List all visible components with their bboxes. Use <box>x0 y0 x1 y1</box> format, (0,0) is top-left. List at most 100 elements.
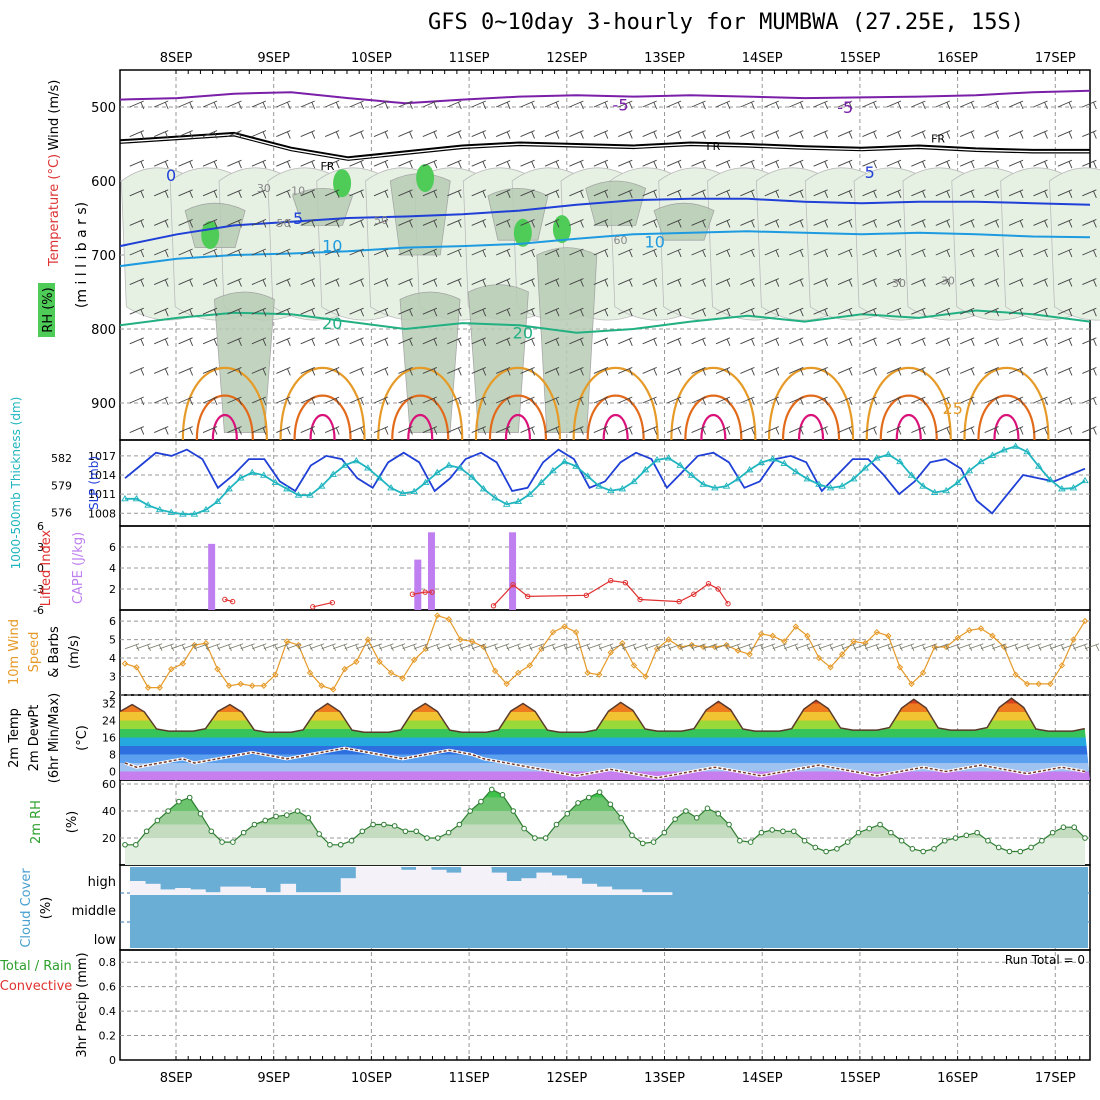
wind-barb <box>544 189 560 198</box>
rh-point <box>1060 824 1067 831</box>
wind-barb <box>837 189 853 198</box>
wind-speed-point <box>272 671 279 678</box>
thickness-point <box>745 465 754 473</box>
rh-point <box>888 829 894 836</box>
wind-barb <box>398 130 413 139</box>
date-tick-top: 10SEP <box>351 51 392 66</box>
surface-wind-barb <box>622 643 637 651</box>
rh-point <box>230 839 236 845</box>
wind-barb <box>837 396 853 406</box>
thickness-point <box>815 480 823 487</box>
temp-tick: 0 <box>109 766 116 779</box>
surface-wind-barb <box>633 643 649 651</box>
wind-barb <box>813 130 829 139</box>
rh-point <box>801 837 808 844</box>
surface-wind-barb <box>610 643 626 651</box>
wind-speed-point <box>572 628 580 636</box>
wind-speed-point <box>1047 680 1054 688</box>
surface-wind-barb <box>807 643 822 651</box>
wind-speed-point <box>815 654 823 662</box>
high-cloud-bar <box>310 892 327 895</box>
rh-point <box>737 837 743 844</box>
lifted-index-point <box>583 592 590 598</box>
li-tick: -3 <box>33 583 44 596</box>
rh-point <box>769 827 775 833</box>
wind-barb <box>471 100 487 110</box>
wind-speed-point <box>445 616 453 623</box>
thickness-point <box>988 451 997 458</box>
wind-barb <box>1033 159 1048 169</box>
wind-speed-point <box>260 682 268 689</box>
wind-barb <box>251 130 267 139</box>
wind-barb <box>618 100 633 110</box>
high-cloud-bar <box>461 867 477 895</box>
wind-barb <box>740 159 755 169</box>
wind-barb <box>202 366 218 376</box>
rh-region-mid <box>585 180 647 226</box>
precip-legend-total: Total / Rain <box>0 959 72 974</box>
wind-speed-point <box>642 673 649 680</box>
wind-barb <box>202 248 218 258</box>
cape-axis-label: CAPE (J/kg) <box>71 532 86 604</box>
thickness-tick: 582 <box>51 452 72 465</box>
cloud-bar <box>717 867 733 873</box>
wind-barb <box>691 426 706 435</box>
wind-barb <box>349 159 365 169</box>
wind-speed-point <box>144 684 152 691</box>
thickness-point <box>144 501 152 508</box>
surface-wind-barb <box>1027 643 1042 651</box>
wind-barb <box>984 159 1000 169</box>
cloud-bar <box>175 867 191 872</box>
wind-barb <box>154 278 169 287</box>
rh-point <box>510 808 517 814</box>
date-tick-top: 9SEP <box>257 51 290 66</box>
wind-barb <box>276 248 291 258</box>
lifted-index-point <box>691 591 697 597</box>
wind-barb <box>129 189 145 198</box>
lifted-index-point <box>429 589 435 595</box>
wind-barb <box>789 100 804 110</box>
wind-barb <box>129 426 145 435</box>
wind-barb <box>1033 130 1048 139</box>
wind-barb <box>520 189 535 198</box>
cloud-bar <box>431 867 447 868</box>
pressure-tick: 800 <box>91 323 116 338</box>
surface-wind-barb <box>784 643 799 651</box>
rh-point <box>122 841 128 848</box>
isotherm-warm-arch <box>377 366 464 441</box>
rh-point <box>866 825 873 832</box>
wind-barb <box>471 278 487 287</box>
wind-barbs <box>129 100 1097 435</box>
wind-barb <box>373 218 389 228</box>
isotherm-warm-arch <box>700 413 727 441</box>
cape-bar <box>509 532 517 610</box>
thickness-point <box>768 455 777 462</box>
surface-wind-barb <box>911 643 926 651</box>
wind-barb <box>1033 189 1048 198</box>
wind-barb <box>154 100 169 110</box>
thickness-point <box>641 465 650 473</box>
wind-barb <box>227 189 242 198</box>
wind-barb <box>251 218 267 228</box>
wind-barb <box>544 366 560 376</box>
temp-axis-label-3: (6hr Min/Max) <box>47 693 62 783</box>
wind-speed-point <box>133 664 140 671</box>
wind-speed-line <box>124 614 1086 691</box>
wind-barb <box>227 337 242 346</box>
wind-barb <box>813 307 829 317</box>
wind-barb <box>740 307 755 317</box>
wind-barb <box>520 337 535 346</box>
wind-barb <box>666 366 682 376</box>
wind-barb <box>398 396 413 406</box>
wind-barb <box>935 159 951 169</box>
surface-wind-barb <box>437 643 452 651</box>
wind-barb <box>178 248 194 258</box>
pressure-tick: 500 <box>91 101 116 116</box>
temp-band <box>120 754 1090 763</box>
rh-point <box>780 828 786 835</box>
wind-barb <box>447 218 462 228</box>
wind-barb <box>495 337 511 346</box>
wind-barb <box>1057 218 1073 228</box>
thickness-axis-label: 1000-500mb Thickness (dm) <box>9 397 23 570</box>
